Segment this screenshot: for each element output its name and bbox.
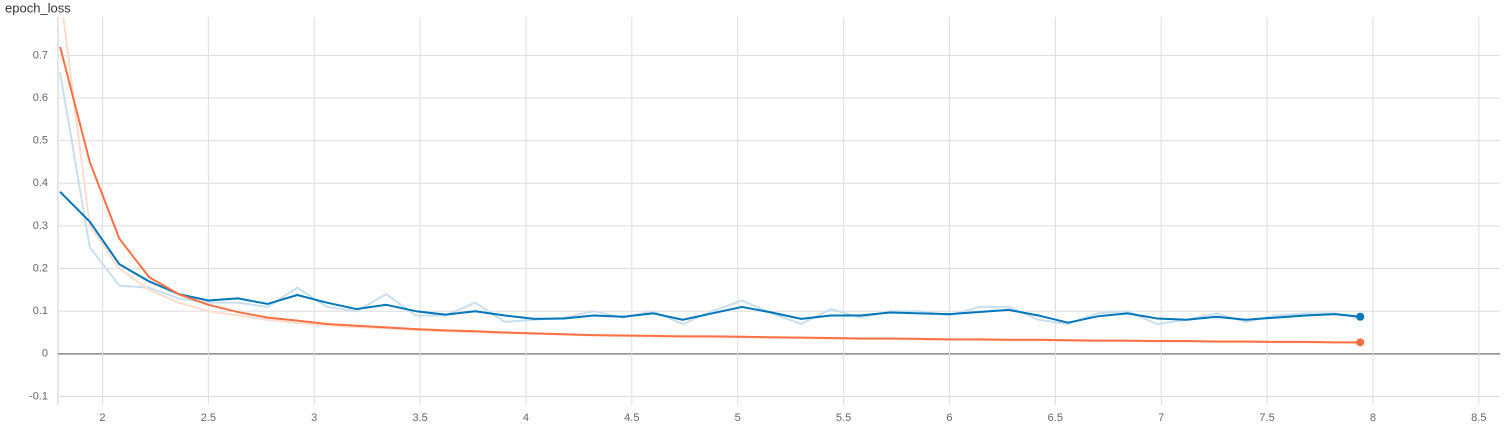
x-tick-label: 3 bbox=[311, 412, 317, 424]
x-tick-label: 3.5 bbox=[412, 412, 427, 424]
x-tick-label: 8.5 bbox=[1471, 412, 1486, 424]
x-tick-label: 8 bbox=[1370, 412, 1376, 424]
y-tick-label: 0.7 bbox=[33, 49, 48, 61]
series-line bbox=[59, 72, 1361, 325]
x-tick-label: 5 bbox=[735, 412, 741, 424]
x-tick-label: 2 bbox=[99, 412, 105, 424]
end-marker bbox=[1356, 338, 1365, 347]
y-tick-label: 0.1 bbox=[33, 305, 48, 317]
x-tick-label: 2.5 bbox=[201, 412, 216, 424]
series-line bbox=[59, 46, 1361, 344]
x-tick-label: 6.5 bbox=[1048, 412, 1063, 424]
y-tick-label: 0 bbox=[42, 348, 48, 360]
x-tick-label: 4.5 bbox=[624, 412, 639, 424]
x-tick-label: 7.5 bbox=[1259, 412, 1274, 424]
series-line bbox=[62, 17, 1361, 344]
y-tick-label: 0.4 bbox=[33, 177, 48, 189]
y-tick-label: 0.5 bbox=[33, 135, 48, 147]
x-tick-label: 5.5 bbox=[836, 412, 851, 424]
x-tick-label: 7 bbox=[1158, 412, 1164, 424]
chart-title: epoch_loss bbox=[5, 0, 71, 15]
x-tick-label: 4 bbox=[523, 412, 529, 424]
y-tick-label: -0.1 bbox=[29, 390, 48, 402]
series-line bbox=[59, 191, 1361, 324]
y-tick-label: 0.2 bbox=[33, 262, 48, 274]
plot-area bbox=[59, 17, 1361, 344]
end-marker bbox=[1356, 312, 1365, 321]
x-tick-label: 6 bbox=[946, 412, 952, 424]
y-tick-label: 0.6 bbox=[33, 92, 48, 104]
y-tick-label: 0.3 bbox=[33, 220, 48, 232]
